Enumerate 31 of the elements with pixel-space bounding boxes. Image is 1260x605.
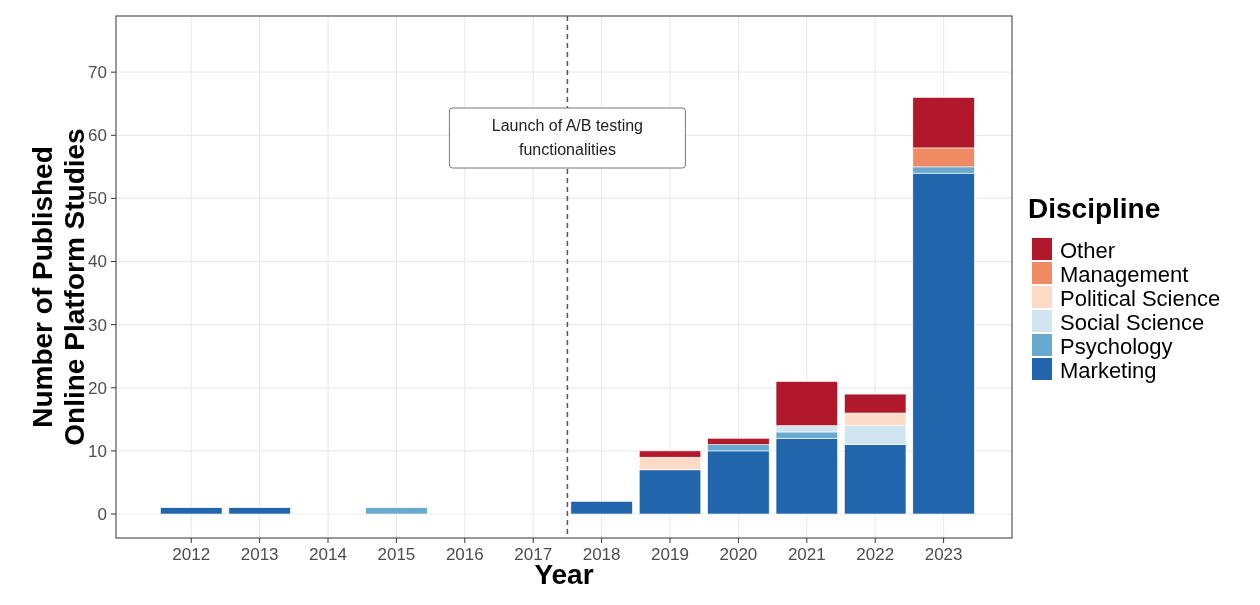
- bar: [775, 437, 838, 515]
- x-tick-label: 2023: [924, 545, 963, 564]
- bar: [365, 507, 428, 515]
- legend-title: Discipline: [1028, 193, 1161, 224]
- x-tick-label: 2019: [651, 545, 689, 564]
- y-tick-label: 20: [88, 378, 107, 398]
- bar: [570, 501, 633, 515]
- legend-label: Social Science: [1060, 309, 1205, 335]
- x-tick-label: 2022: [856, 545, 895, 564]
- x-tick-label: 2020: [719, 545, 758, 564]
- y-tick-label: 10: [88, 441, 107, 461]
- bar: [912, 172, 975, 515]
- y-tick-label: 30: [88, 315, 107, 335]
- y-tick-label: 40: [88, 252, 107, 272]
- bar: [160, 507, 223, 515]
- x-tick-label: 2012: [172, 545, 211, 564]
- note-box: Launch of A/B testing functionalities: [448, 107, 686, 169]
- x-tick-label: 2015: [377, 545, 416, 564]
- x-tick-label: 2013: [240, 545, 279, 564]
- ref-line-label: Launch of A/B testing functionalities: [491, 117, 644, 158]
- bar: [228, 507, 291, 515]
- y-tick-label: 0: [97, 504, 107, 524]
- legend-label: Psychology: [1060, 333, 1173, 359]
- legend-label: Management: [1060, 261, 1189, 287]
- legend-label: Other: [1060, 237, 1116, 263]
- x-tick-label: 2021: [787, 545, 826, 564]
- x-tick-label: 2016: [445, 545, 484, 564]
- y-tick-label: 50: [88, 189, 107, 209]
- y-tick-label: 60: [88, 126, 107, 146]
- x-tick-label: 2014: [309, 545, 347, 564]
- y-tick-label: 70: [88, 63, 107, 83]
